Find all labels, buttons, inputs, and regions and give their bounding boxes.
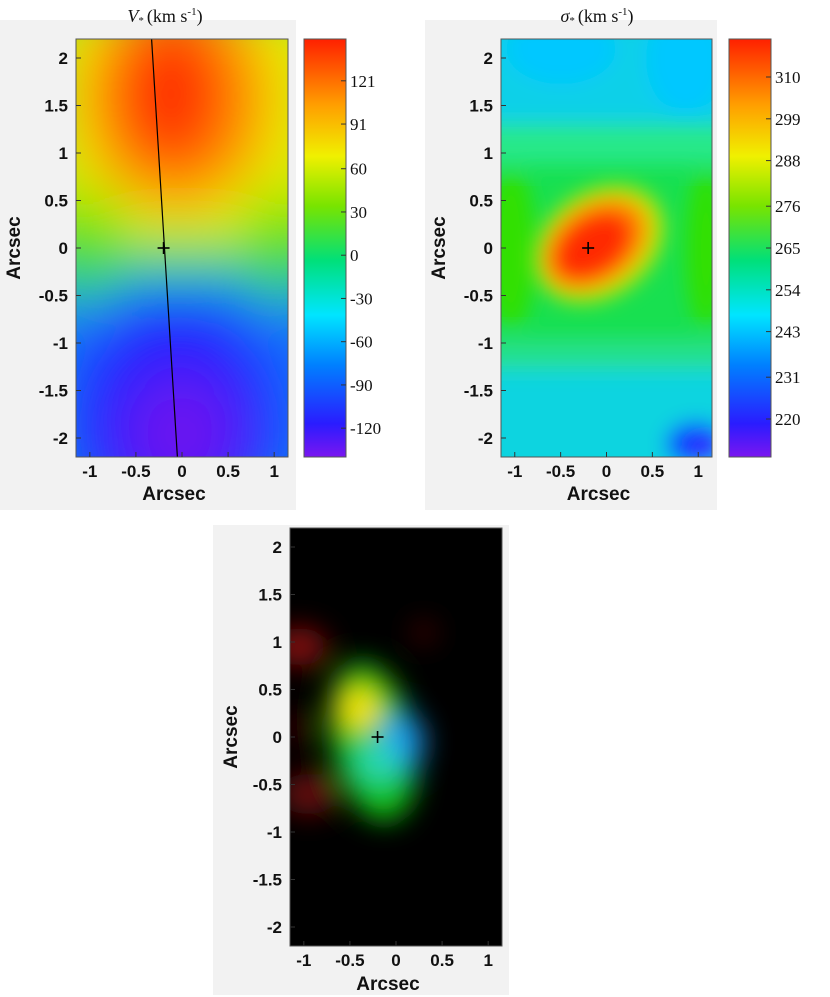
chart-title: V* (km s-1): [127, 6, 202, 27]
y-tick-label: -1: [53, 334, 68, 353]
center-marker: [582, 242, 595, 254]
y-tick-label: -1: [267, 823, 282, 842]
composite-component-5: [290, 773, 337, 815]
x-axis-label: Arcsec: [142, 484, 206, 505]
x-tick-label: 1: [694, 462, 703, 481]
x-tick-label: 1: [483, 951, 492, 970]
x-axis-label: Arcsec: [356, 974, 420, 995]
title-unit-exp: -1: [618, 6, 627, 18]
y-tick-label: 2: [484, 49, 493, 68]
x-tick-label: 1: [269, 462, 278, 481]
colorbar-tick-label: 60: [350, 160, 367, 179]
y-tick-label: -0.5: [464, 287, 493, 306]
velocity-heatmap: [76, 38, 288, 458]
chart-title: σ* (km s-1): [560, 6, 633, 27]
colorbar-tick-label: 231: [775, 368, 801, 387]
colorbar-tick-label: 220: [775, 410, 801, 429]
y-tick-label: 1: [59, 144, 68, 163]
x-tick-label: -1: [296, 951, 311, 970]
y-tick-label: 1: [273, 633, 282, 652]
colorbar-tick-label: 243: [775, 323, 801, 342]
center-marker: [371, 731, 384, 743]
y-tick-label: 0: [273, 728, 282, 747]
y-axis-label: Arcsec: [221, 705, 242, 769]
x-tick-label: 0: [177, 462, 186, 481]
y-tick-label: 0.5: [469, 192, 493, 211]
colorbar-gradient: [303, 38, 347, 458]
colorbar-tick-label: 288: [775, 152, 801, 171]
composite-component-4: [290, 627, 327, 666]
composite-component-6: [412, 623, 435, 642]
composite-map-panel: 2 1.5 1 0.5 0 -0.5 -1 -1.5 -2 -1 -0.5 0 0.5 1 Arcsec Ar…: [221, 527, 503, 995]
composite-blobs: [290, 623, 435, 822]
x-tick-label: -0.5: [121, 462, 150, 481]
y-tick-label: -1.5: [464, 382, 493, 401]
y-axis-label: Arcsec: [429, 216, 450, 280]
title-unit: (km s: [147, 6, 188, 27]
title-unit: (km s: [578, 6, 619, 27]
colorbar-tick-label: 310: [775, 68, 801, 87]
y-tick-label: 0.5: [258, 681, 282, 700]
y-tick-label: 1.5: [469, 97, 493, 116]
composite-heatmap: [290, 528, 502, 946]
y-tick-label: 1.5: [44, 97, 68, 116]
y-tick-label: 0: [59, 239, 68, 258]
colorbar: 121 91 60 30 0 -30 -60 -90 -120: [303, 38, 381, 458]
y-axis-label: Arcsec: [4, 216, 25, 280]
x-tick-label: 0.5: [641, 462, 665, 481]
y-tick-label: 0.5: [44, 192, 68, 211]
title-unit-exp: -1: [187, 6, 196, 18]
dispersion-map-panel: 2 1.5 1 0.5 0 -0.5 -1 -1.5 -2 -1 -0.5 0 0.5 1 Arcsec Ar…: [429, 6, 801, 505]
colorbar-tick-label: 121: [350, 72, 376, 91]
x-tick-label: -1: [82, 462, 97, 481]
y-tick-label: 2: [273, 538, 282, 557]
dispersion-heatmap: [501, 39, 712, 457]
y-tick-label: -2: [267, 918, 282, 937]
x-tick-label: 0.5: [430, 951, 454, 970]
title-symbol: σ: [560, 6, 570, 26]
colorbar-tick-label: 0: [350, 246, 359, 265]
y-tick-label: 2: [59, 49, 68, 68]
colorbar-tick-label: 91: [350, 115, 367, 134]
y-tick-label: 1.5: [258, 586, 282, 605]
y-tick-label: -1: [478, 334, 493, 353]
x-tick-label: 0: [391, 951, 400, 970]
y-tick-label: 0: [484, 239, 493, 258]
colorbar-tick-label: -60: [350, 333, 373, 352]
x-axis-label: Arcsec: [567, 484, 631, 505]
center-marker: [157, 242, 170, 254]
y-tick-label: -1.5: [253, 871, 282, 890]
colorbar-tick-label: 265: [775, 239, 801, 258]
colorbar-tick-label: 276: [775, 197, 801, 216]
composite-component-1: [338, 687, 380, 730]
colorbar-tick-label: -90: [350, 376, 373, 395]
colorbar-tick-label: 254: [775, 281, 801, 300]
composite-component-3: [357, 739, 398, 782]
colorbar-tick-label: -30: [350, 289, 373, 308]
velocity-map-panel: 2 1.5 1 0.5 0 -0.5 -1 -1.5 -2 -1 -0.5 0 0.5 1 Arcsec Ar…: [4, 6, 381, 505]
title-unit-close: ): [628, 6, 634, 27]
title-symbol-sub: *: [569, 15, 575, 27]
x-tick-label: -1: [507, 462, 522, 481]
title-symbol-sub: *: [138, 15, 144, 27]
y-tick-label: -2: [478, 429, 493, 448]
x-tick-label: -0.5: [546, 462, 575, 481]
colorbar-gradient: [728, 38, 772, 458]
colorbar-tick-label: -120: [350, 419, 381, 438]
y-tick-label: -2: [53, 429, 68, 448]
x-tick-label: 0: [602, 462, 611, 481]
y-tick-label: -0.5: [253, 776, 282, 795]
y-tick-label: -0.5: [39, 287, 68, 306]
composite-component-7: [290, 710, 311, 745]
colorbar-tick-label: 30: [350, 203, 367, 222]
colorbar: 310 299 288 276 265 254 243 231 220: [728, 38, 801, 458]
x-tick-label: 0.5: [216, 462, 240, 481]
x-tick-label: -0.5: [335, 951, 364, 970]
y-tick-label: -1.5: [39, 382, 68, 401]
title-symbol: V: [127, 6, 140, 26]
title-unit-close: ): [197, 6, 203, 27]
y-tick-label: 1: [484, 144, 493, 163]
colorbar-tick-label: 299: [775, 110, 801, 129]
